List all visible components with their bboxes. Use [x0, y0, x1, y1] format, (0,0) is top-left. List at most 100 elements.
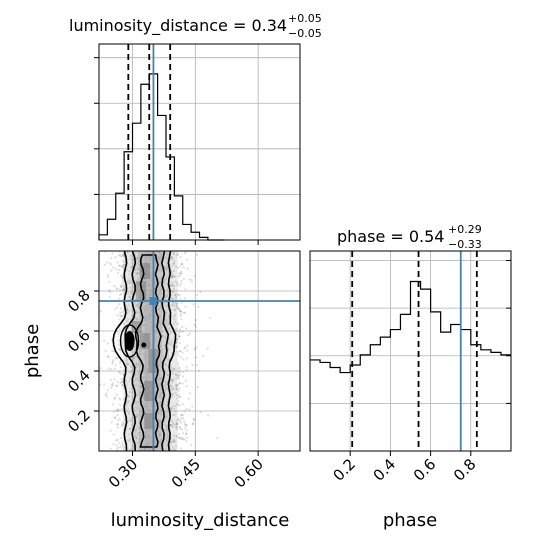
- scatter-point: [148, 291, 152, 294]
- scatter-point: [180, 310, 183, 313]
- scatter-point: [180, 417, 183, 420]
- scatter-point: [146, 399, 149, 402]
- scatter-point: [148, 292, 151, 295]
- scatter-point: [176, 266, 179, 269]
- scatter-point: [189, 392, 192, 395]
- scatter-point: [129, 417, 132, 420]
- scatter-point: [175, 345, 178, 348]
- scatter-point: [150, 325, 153, 328]
- scatter-point: [129, 371, 132, 374]
- scatter-point: [174, 320, 177, 323]
- scatter-point: [147, 312, 150, 315]
- scatter-point: [149, 258, 152, 261]
- scatter-point: [138, 331, 141, 334]
- scatter-point: [181, 382, 184, 385]
- scatter-point: [119, 314, 122, 317]
- scatter-point: [136, 311, 139, 314]
- scatter-point: [153, 422, 157, 425]
- scatter-point: [176, 254, 179, 257]
- scatter-point: [178, 420, 181, 423]
- xtick-label-luminosity-distance-0: 0.30: [105, 455, 141, 491]
- scatter-point: [136, 266, 139, 269]
- scatter-point: [170, 276, 174, 279]
- scatter-point: [139, 385, 142, 388]
- scatter-point: [179, 414, 182, 417]
- scatter-point: [136, 439, 139, 442]
- scatter-point: [144, 372, 147, 375]
- scatter-point: [159, 438, 162, 441]
- scatter-point: [169, 384, 172, 387]
- scatter-point: [136, 413, 139, 417]
- scatter-point: [164, 385, 167, 388]
- scatter-point: [158, 374, 161, 377]
- scatter-point: [142, 255, 145, 258]
- scatter-point: [187, 334, 190, 337]
- scatter-point: [153, 259, 157, 262]
- scatter-point: [118, 318, 121, 321]
- scatter-point: [129, 366, 132, 369]
- scatter-point: [141, 376, 145, 379]
- scatter-point: [146, 376, 149, 379]
- scatter-point: [149, 369, 153, 372]
- scatter-point: [140, 348, 144, 351]
- scatter-point: [149, 411, 152, 414]
- scatter-point: [136, 404, 139, 407]
- scatter-point: [137, 259, 140, 262]
- scatter-point: [144, 366, 148, 369]
- scatter-point: [139, 431, 142, 434]
- scatter-point: [119, 382, 122, 385]
- scatter-point: [163, 334, 167, 338]
- scatter-point: [129, 297, 132, 300]
- scatter-point: [156, 350, 159, 353]
- scatter-point: [159, 420, 162, 423]
- scatter-point: [185, 368, 188, 371]
- scatter-point: [149, 398, 152, 401]
- scatter-point: [144, 442, 148, 445]
- scatter-point: [129, 387, 132, 390]
- scatter-point: [165, 425, 168, 428]
- scatter-point: [103, 263, 106, 266]
- scatter-point: [148, 327, 151, 331]
- scatter-point: [165, 323, 168, 326]
- scatter-point: [173, 275, 176, 279]
- scatter-point: [166, 412, 169, 415]
- scatter-point: [148, 382, 151, 385]
- scatter-point: [165, 267, 168, 270]
- scatter-point: [160, 438, 163, 441]
- scatter-point: [165, 320, 168, 323]
- scatter-point: [144, 411, 147, 414]
- scatter-point: [127, 281, 130, 285]
- scatter-point: [191, 422, 194, 426]
- scatter-point: [178, 382, 181, 385]
- scatter-point: [161, 334, 164, 337]
- scatter-point: [144, 393, 147, 396]
- scatter-point: [149, 288, 152, 292]
- scatter-point: [140, 295, 143, 298]
- scatter-point: [165, 440, 168, 443]
- scatter-point: [174, 280, 178, 283]
- scatter-point: [159, 393, 162, 396]
- scatter-point: [123, 323, 126, 326]
- scatter-point: [180, 272, 183, 275]
- scatter-point: [179, 447, 182, 450]
- scatter-point: [144, 349, 147, 352]
- scatter-point: [146, 274, 149, 278]
- scatter-point: [138, 273, 141, 276]
- scatter-point: [155, 371, 158, 374]
- scatter-point: [114, 357, 118, 360]
- scatter-point: [132, 445, 135, 448]
- scatter-point: [146, 392, 149, 395]
- scatter-point: [135, 433, 138, 436]
- scatter-point: [159, 441, 162, 444]
- scatter-point: [159, 376, 162, 379]
- scatter-point: [146, 439, 149, 443]
- scatter-point: [120, 378, 123, 381]
- scatter-point: [145, 317, 148, 320]
- contour-middle: [124, 251, 170, 451]
- scatter-point: [150, 294, 153, 297]
- scatter-point: [164, 410, 167, 414]
- scatter-point: [160, 276, 163, 279]
- scatter-point: [135, 272, 138, 276]
- scatter-point: [120, 285, 123, 288]
